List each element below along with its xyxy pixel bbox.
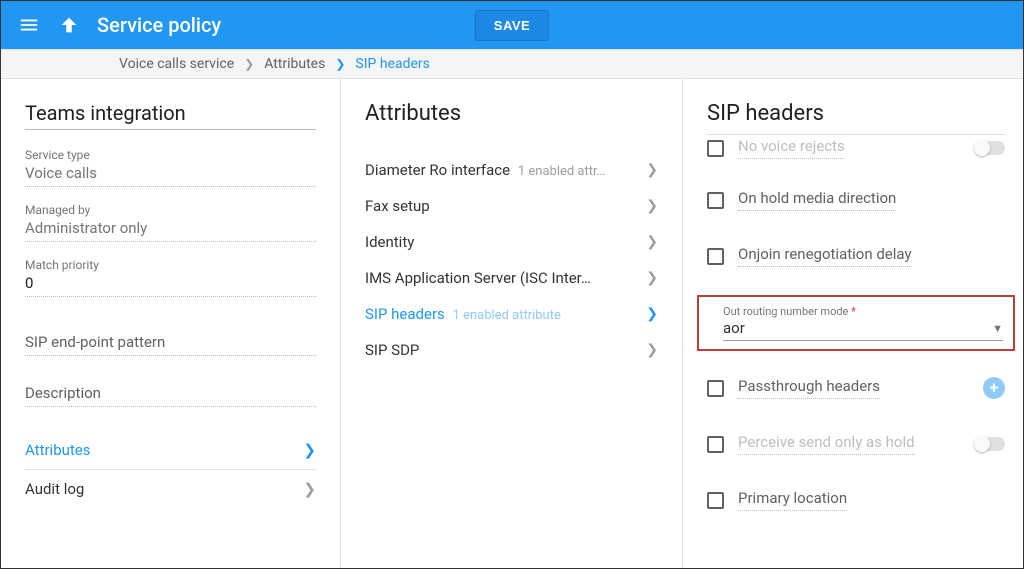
field-managed-by: Managed by Administrator only (25, 203, 316, 242)
link-attributes[interactable]: Attributes ❯ (25, 431, 316, 469)
field-label: Service type (25, 148, 316, 162)
top-bar: Service policy SAVE (1, 1, 1023, 49)
attr-label: Diameter Ro interface (365, 161, 510, 179)
panel-title: Attributes (365, 101, 658, 126)
item-label: Onjoin renegotiation delay (738, 245, 912, 267)
menu-icon[interactable] (9, 5, 49, 45)
field-match-priority: Match priority 0 (25, 258, 316, 297)
field-service-type: Service type Voice calls (25, 148, 316, 187)
attr-row-fax[interactable]: Fax setup ❯ (365, 188, 658, 224)
sip-headers-panel: SIP headers No voice rejects On hold med… (683, 79, 1023, 568)
sip-item-on-hold: On hold media direction (707, 181, 1005, 237)
sip-item-no-voice-rejects: No voice rejects (707, 135, 1005, 181)
attr-sub: 1 enabled attribute (453, 308, 561, 323)
attr-label: Identity (365, 233, 638, 251)
chevron-right-icon: ❯ (646, 234, 658, 250)
sip-item-passthrough: Passthrough headers + (707, 369, 1005, 425)
chevron-right-icon: ❯ (303, 480, 316, 498)
sip-item-onjoin: Onjoin renegotiation delay (707, 237, 1005, 293)
field-label[interactable]: SIP end-point pattern (25, 333, 316, 356)
breadcrumb-item-active[interactable]: SIP headers (351, 56, 433, 72)
field-label: Out routing number mode * (723, 305, 1003, 318)
chevron-right-icon: ❯ (303, 441, 316, 459)
field-value[interactable]: Voice calls (25, 164, 316, 187)
chevron-right-icon: ❯ (238, 57, 260, 71)
link-label: Attributes (25, 441, 91, 459)
attr-row-diameter[interactable]: Diameter Ro interface 1 enabled attr… ❯ (365, 152, 658, 188)
attributes-panel: Attributes Diameter Ro interface 1 enabl… (341, 79, 683, 568)
chevron-right-icon: ❯ (646, 162, 658, 178)
chevron-right-icon: ❯ (329, 57, 351, 71)
attr-row-sip-sdp[interactable]: SIP SDP ❯ (365, 332, 658, 368)
checkbox[interactable] (707, 248, 724, 265)
attr-label: SIP SDP (365, 341, 638, 359)
breadcrumb-item[interactable]: Voice calls service (115, 56, 238, 72)
panel-title: SIP headers (707, 101, 1005, 126)
chevron-right-icon: ❯ (646, 198, 658, 214)
main-content: Teams integration Service type Voice cal… (1, 79, 1023, 568)
field-label: Managed by (25, 203, 316, 217)
field-value[interactable]: 0 (25, 274, 316, 297)
select-value: aor (723, 319, 992, 337)
item-label: Primary location (738, 489, 847, 511)
field-sip-pattern: SIP end-point pattern (25, 333, 316, 356)
caret-down-icon: ▼ (992, 322, 1003, 335)
item-label: Perceive send only as hold (738, 433, 915, 455)
link-audit-log[interactable]: Audit log ❯ (25, 470, 316, 508)
up-arrow-icon[interactable] (49, 5, 89, 45)
sip-item-primary: Primary location (707, 481, 1005, 515)
chevron-right-icon: ❯ (646, 306, 658, 322)
toggle[interactable] (975, 437, 1005, 451)
chevron-right-icon: ❯ (646, 342, 658, 358)
checkbox[interactable] (707, 380, 724, 397)
attr-row-sip-headers[interactable]: SIP headers 1 enabled attribute ❯ (365, 296, 658, 332)
page-title: Service policy (97, 13, 221, 37)
checkbox[interactable] (707, 140, 724, 157)
item-label: On hold media direction (738, 189, 896, 211)
field-label: Match priority (25, 258, 316, 272)
toggle[interactable] (975, 141, 1005, 155)
field-label[interactable]: Description (25, 384, 316, 407)
panel-title: Teams integration (25, 101, 316, 125)
link-label: Audit log (25, 480, 84, 498)
sip-item-out-routing-highlight: Out routing number mode * aor ▼ (697, 295, 1015, 351)
attr-row-identity[interactable]: Identity ❯ (365, 224, 658, 260)
checkbox[interactable] (707, 436, 724, 453)
field-value[interactable]: Administrator only (25, 219, 316, 242)
sip-items: No voice rejects On hold media direction… (707, 135, 1005, 515)
attr-row-ims[interactable]: IMS Application Server (ISC Inter… ❯ (365, 260, 658, 296)
sip-item-perceive: Perceive send only as hold (707, 425, 1005, 481)
divider (25, 129, 316, 130)
left-links: Attributes ❯ Audit log ❯ (25, 431, 316, 508)
chevron-right-icon: ❯ (646, 270, 658, 286)
left-panel: Teams integration Service type Voice cal… (1, 79, 341, 568)
add-icon[interactable]: + (983, 377, 1005, 399)
breadcrumb-item[interactable]: Attributes (260, 56, 329, 72)
checkbox[interactable] (707, 492, 724, 509)
select-out-routing-mode[interactable]: aor ▼ (723, 319, 1003, 341)
attr-sub: 1 enabled attr… (518, 164, 605, 179)
field-description: Description (25, 384, 316, 407)
attr-label: IMS Application Server (ISC Inter… (365, 269, 638, 287)
attr-label: SIP headers (365, 305, 445, 323)
breadcrumb: Voice calls service ❯ Attributes ❯ SIP h… (1, 49, 1023, 79)
attr-label: Fax setup (365, 197, 638, 215)
save-button[interactable]: SAVE (475, 10, 549, 41)
item-label: Passthrough headers (738, 377, 880, 399)
checkbox[interactable] (707, 192, 724, 209)
item-label: No voice rejects (738, 137, 845, 159)
